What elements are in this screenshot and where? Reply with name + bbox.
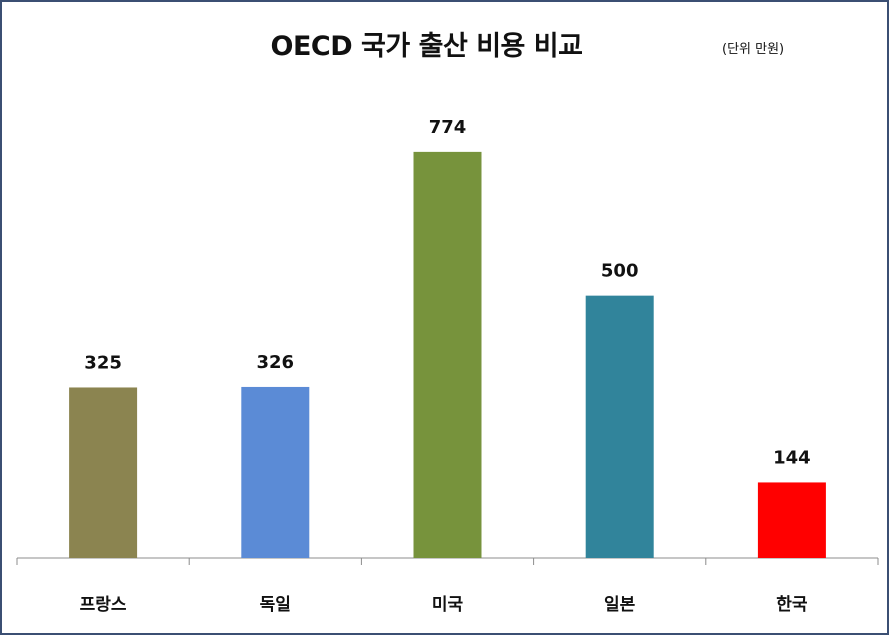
data-label-2: 326 (257, 352, 295, 373)
data-label-4: 500 (601, 261, 639, 282)
category-label-2: 독일 (260, 595, 291, 615)
bar-3 (413, 151, 482, 559)
bar-1 (69, 387, 138, 558)
bar-2 (241, 386, 310, 558)
category-label-4: 일본 (604, 595, 636, 615)
bar-5 (757, 482, 826, 558)
data-label-3: 774 (429, 117, 467, 138)
chart-title: OECD 국가 출산 비용 비교 (270, 31, 583, 62)
bar-layer (69, 151, 826, 559)
unit-note: (단위 만원) (722, 42, 785, 57)
data-label-1: 325 (84, 352, 122, 373)
bar-4 (585, 295, 654, 558)
label-layer: 325 프랑스 326 독일 774 미국 500 일본 144 한국 (80, 117, 811, 615)
category-label-5: 한국 (776, 595, 808, 615)
data-label-5: 144 (773, 447, 811, 468)
category-label-1: 프랑스 (80, 595, 127, 615)
category-label-3: 미국 (432, 595, 464, 615)
axis-layer (16, 557, 879, 565)
